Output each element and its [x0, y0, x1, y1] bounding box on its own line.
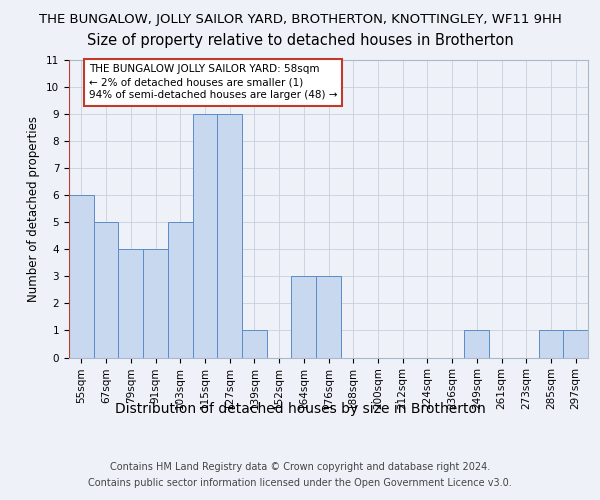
Text: Size of property relative to detached houses in Brotherton: Size of property relative to detached ho…: [86, 32, 514, 48]
Bar: [539, 330, 563, 357]
Bar: [563, 330, 588, 357]
Text: Distribution of detached houses by size in Brotherton: Distribution of detached houses by size …: [115, 402, 485, 416]
Text: Contains public sector information licensed under the Open Government Licence v3: Contains public sector information licen…: [88, 478, 512, 488]
Text: THE BUNGALOW, JOLLY SAILOR YARD, BROTHERTON, KNOTTINGLEY, WF11 9HH: THE BUNGALOW, JOLLY SAILOR YARD, BROTHER…: [38, 12, 562, 26]
Text: THE BUNGALOW JOLLY SAILOR YARD: 58sqm
← 2% of detached houses are smaller (1)
94: THE BUNGALOW JOLLY SAILOR YARD: 58sqm ← …: [89, 64, 337, 100]
Bar: [464, 330, 489, 357]
Text: Contains HM Land Registry data © Crown copyright and database right 2024.: Contains HM Land Registry data © Crown c…: [110, 462, 490, 472]
Bar: [316, 276, 341, 357]
Bar: [168, 222, 193, 358]
Bar: [69, 195, 94, 358]
Bar: [217, 114, 242, 358]
Bar: [193, 114, 217, 358]
Bar: [118, 250, 143, 358]
Bar: [242, 330, 267, 357]
Bar: [94, 222, 118, 358]
Bar: [292, 276, 316, 357]
Y-axis label: Number of detached properties: Number of detached properties: [28, 116, 40, 302]
Bar: [143, 250, 168, 358]
